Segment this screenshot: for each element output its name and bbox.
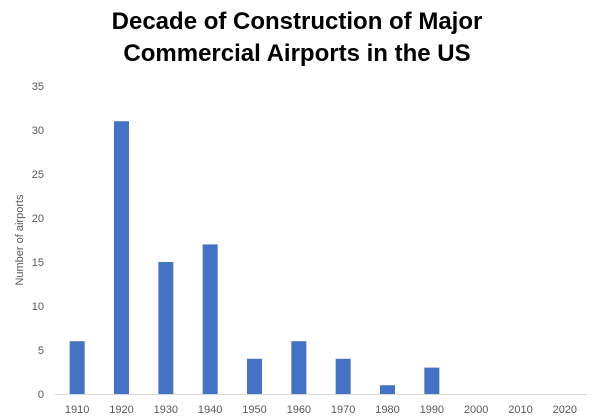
x-tick-label: 1960 <box>287 404 311 416</box>
x-tick-label: 1940 <box>198 404 222 416</box>
x-tick-label: 2020 <box>553 404 577 416</box>
bar-1980 <box>380 385 395 394</box>
y-tick-label: 5 <box>38 345 44 357</box>
y-tick-label: 25 <box>32 169 44 181</box>
x-tick-label: 1990 <box>420 404 444 416</box>
bar-1990 <box>424 367 440 394</box>
bars <box>69 121 440 394</box>
bar-1940 <box>202 244 218 394</box>
x-tick-label: 1920 <box>109 404 133 416</box>
y-tick-label: 10 <box>32 301 44 313</box>
x-tick-label: 1980 <box>375 404 399 416</box>
x-tick-label: 2000 <box>464 404 488 416</box>
y-axis-label: Number of airports <box>14 194 26 286</box>
x-tick-label: 1910 <box>65 404 89 416</box>
bar-1910 <box>69 341 85 394</box>
x-axis-ticks: 1910 1920 1930 1940 1950 1960 1970 1980 1990 2000… <box>65 404 577 416</box>
y-tick-label: 0 <box>38 389 44 401</box>
y-tick-label: 20 <box>32 213 44 225</box>
y-tick-label: 30 <box>32 125 44 137</box>
y-tick-label: 35 <box>32 81 44 93</box>
x-tick-label: 1970 <box>331 404 355 416</box>
bar-1960 <box>291 341 307 394</box>
bar-1950 <box>247 358 262 394</box>
x-tick-label: 1950 <box>242 404 266 416</box>
y-axis-ticks: 0 5 10 15 20 25 30 35 <box>32 81 44 401</box>
bar-1920 <box>114 121 129 394</box>
chart-title: Decade of Construction of Major Commerci… <box>0 6 594 70</box>
bar-1930 <box>158 262 174 394</box>
x-tick-label: 2010 <box>508 404 532 416</box>
y-tick-label: 15 <box>32 257 44 269</box>
chart-title-line-1: Decade of Construction of Major <box>111 8 483 35</box>
x-tick-label: 1930 <box>154 404 178 416</box>
chart-title-line-2: Commercial Airports in the US <box>123 40 471 67</box>
bar-1970 <box>335 358 351 394</box>
